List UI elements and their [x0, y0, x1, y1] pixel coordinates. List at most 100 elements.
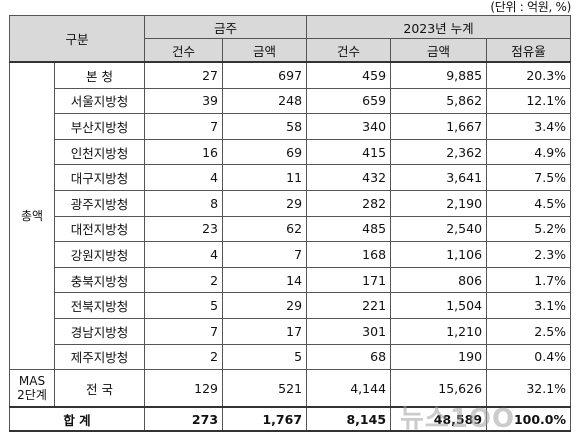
ytd-share-header: 점유율	[486, 38, 572, 63]
mas-ytd-count: 4,144	[306, 369, 392, 408]
total-ytd-count: 8,145	[306, 406, 392, 433]
ytd-count: 415	[306, 138, 392, 166]
ytd-amount-header: 금액	[390, 38, 488, 63]
table-row: 경남지방청 7 17 301 1,210 2.5%	[10, 317, 572, 345]
mas-row-name: 전 국	[53, 369, 146, 408]
row-name: 인천지방청	[53, 138, 146, 166]
table-row: 서울지방청 39 248 659 5,862 12.1%	[10, 87, 572, 115]
unit-note: (단위 : 억원, %)	[490, 0, 571, 14]
ytd-count: 221	[306, 292, 392, 319]
weekly-amount: 697	[222, 60, 308, 89]
row-name: 전북지방청	[53, 292, 146, 319]
weekly-count: 8	[144, 189, 224, 217]
ytd-amount: 1,667	[390, 113, 488, 140]
ytd-count: 301	[306, 317, 392, 345]
total-weekly-count: 273	[144, 406, 224, 433]
table-row: 충북지방청 2 14 171 806 1.7%	[10, 266, 572, 294]
table-row: 대구지방청 4 11 432 3,641 7.5%	[10, 164, 572, 191]
ytd-amount: 2,362	[390, 138, 488, 166]
weekly-amount: 29	[222, 292, 308, 319]
weekly-count: 2	[144, 343, 224, 371]
row-name: 강원지방청	[53, 241, 146, 268]
ytd-group-header: 2023년 누계	[306, 15, 572, 39]
total-label: 합 계	[8, 406, 146, 433]
weekly-amount: 69	[222, 138, 308, 166]
weekly-count: 2	[144, 266, 224, 294]
weekly-count: 39	[144, 87, 224, 115]
ytd-amount: 1,106	[390, 241, 488, 268]
ytd-share: 3.4%	[486, 113, 572, 140]
ytd-share: 12.1%	[486, 87, 572, 115]
mas-label-line2: 2단계	[17, 388, 47, 403]
ytd-amount: 2,540	[390, 215, 488, 243]
table-row-mas: MAS 2단계 전 국 129 521 4,144 15,626 32.1%	[9, 369, 572, 408]
ytd-share: 2.3%	[486, 241, 572, 268]
ytd-share: 4.5%	[486, 189, 572, 217]
row-name: 본 청	[53, 60, 146, 89]
weekly-amount: 5	[222, 343, 308, 371]
row-name: 부산지방청	[53, 113, 146, 140]
ytd-share: 0.4%	[486, 343, 572, 371]
ytd-amount: 190	[390, 343, 488, 371]
row-name: 대구지방청	[53, 164, 146, 191]
row-name: 서울지방청	[53, 87, 146, 115]
weekly-amount-header: 금액	[222, 38, 308, 63]
weekly-amount: 58	[222, 113, 308, 140]
mas-label-line1: MAS	[18, 374, 46, 389]
total-section-label: 총액	[9, 61, 55, 371]
weekly-amount: 11	[222, 164, 308, 191]
weekly-count: 23	[144, 215, 224, 243]
ytd-share: 3.1%	[486, 292, 572, 319]
weekly-count-header: 건수	[144, 38, 224, 63]
table-row: 제주지방청 2 5 68 190 0.4%	[10, 343, 572, 371]
weekly-amount: 29	[222, 189, 308, 217]
ytd-count: 659	[306, 87, 392, 115]
mas-weekly-count: 129	[144, 369, 224, 408]
ytd-amount: 9,885	[390, 60, 488, 89]
weekly-count: 4	[144, 164, 224, 191]
ytd-amount: 1,210	[390, 317, 488, 345]
total-ytd-share: 100.0%	[486, 406, 572, 433]
ytd-count-header: 건수	[306, 38, 392, 63]
row-name: 대전지방청	[53, 215, 146, 243]
table-row: 총액 본 청 27 697 459 9,885 20.3%	[9, 60, 572, 371]
weekly-count: 4	[144, 241, 224, 268]
mas-weekly-amount: 521	[222, 369, 308, 408]
table-row: 강원지방청 4 7 168 1,106 2.3%	[10, 241, 572, 268]
table-row: 대전지방청 23 62 485 2,540 5.2%	[10, 215, 572, 243]
table-row: 전북지방청 5 29 221 1,504 3.1%	[10, 292, 572, 319]
ytd-count: 68	[306, 343, 392, 371]
category-header: 구분	[8, 15, 146, 63]
weekly-count: 7	[144, 317, 224, 345]
table-body: 총액 본 청 27 697 459 9,885 20.3% 서울지방청 39 248 659 5,86…	[9, 60, 572, 371]
ytd-count: 485	[306, 215, 392, 243]
row-name: 충북지방청	[53, 266, 146, 294]
weekly-group-header: 금주	[144, 15, 308, 39]
weekly-amount: 7	[222, 241, 308, 268]
total-weekly-amount: 1,767	[222, 406, 308, 433]
ytd-count: 282	[306, 189, 392, 217]
ytd-count: 459	[306, 60, 392, 89]
total-ytd-amount: 48,589	[390, 406, 488, 433]
row-name: 광주지방청	[53, 189, 146, 217]
ytd-share: 20.3%	[486, 60, 572, 89]
ytd-share: 2.5%	[486, 317, 572, 345]
ytd-amount: 1,504	[390, 292, 488, 319]
ytd-count: 171	[306, 266, 392, 294]
ytd-share: 7.5%	[486, 164, 572, 191]
weekly-amount: 17	[222, 317, 308, 345]
weekly-count: 27	[144, 60, 224, 89]
weekly-amount: 14	[222, 266, 308, 294]
ytd-count: 168	[306, 241, 392, 268]
mas-ytd-amount: 15,626	[390, 369, 488, 408]
ytd-share: 1.7%	[486, 266, 572, 294]
table-row: 부산지방청 7 58 340 1,667 3.4%	[10, 113, 572, 140]
weekly-count: 5	[144, 292, 224, 319]
weekly-count: 16	[144, 138, 224, 166]
table-row: 광주지방청 8 29 282 2,190 4.5%	[10, 189, 572, 217]
ytd-share: 4.9%	[486, 138, 572, 166]
ytd-count: 432	[306, 164, 392, 191]
table-row: 인천지방청 16 69 415 2,362 4.9%	[10, 138, 572, 166]
row-name: 제주지방청	[53, 343, 146, 371]
mas-section-label: MAS 2단계	[9, 369, 55, 408]
